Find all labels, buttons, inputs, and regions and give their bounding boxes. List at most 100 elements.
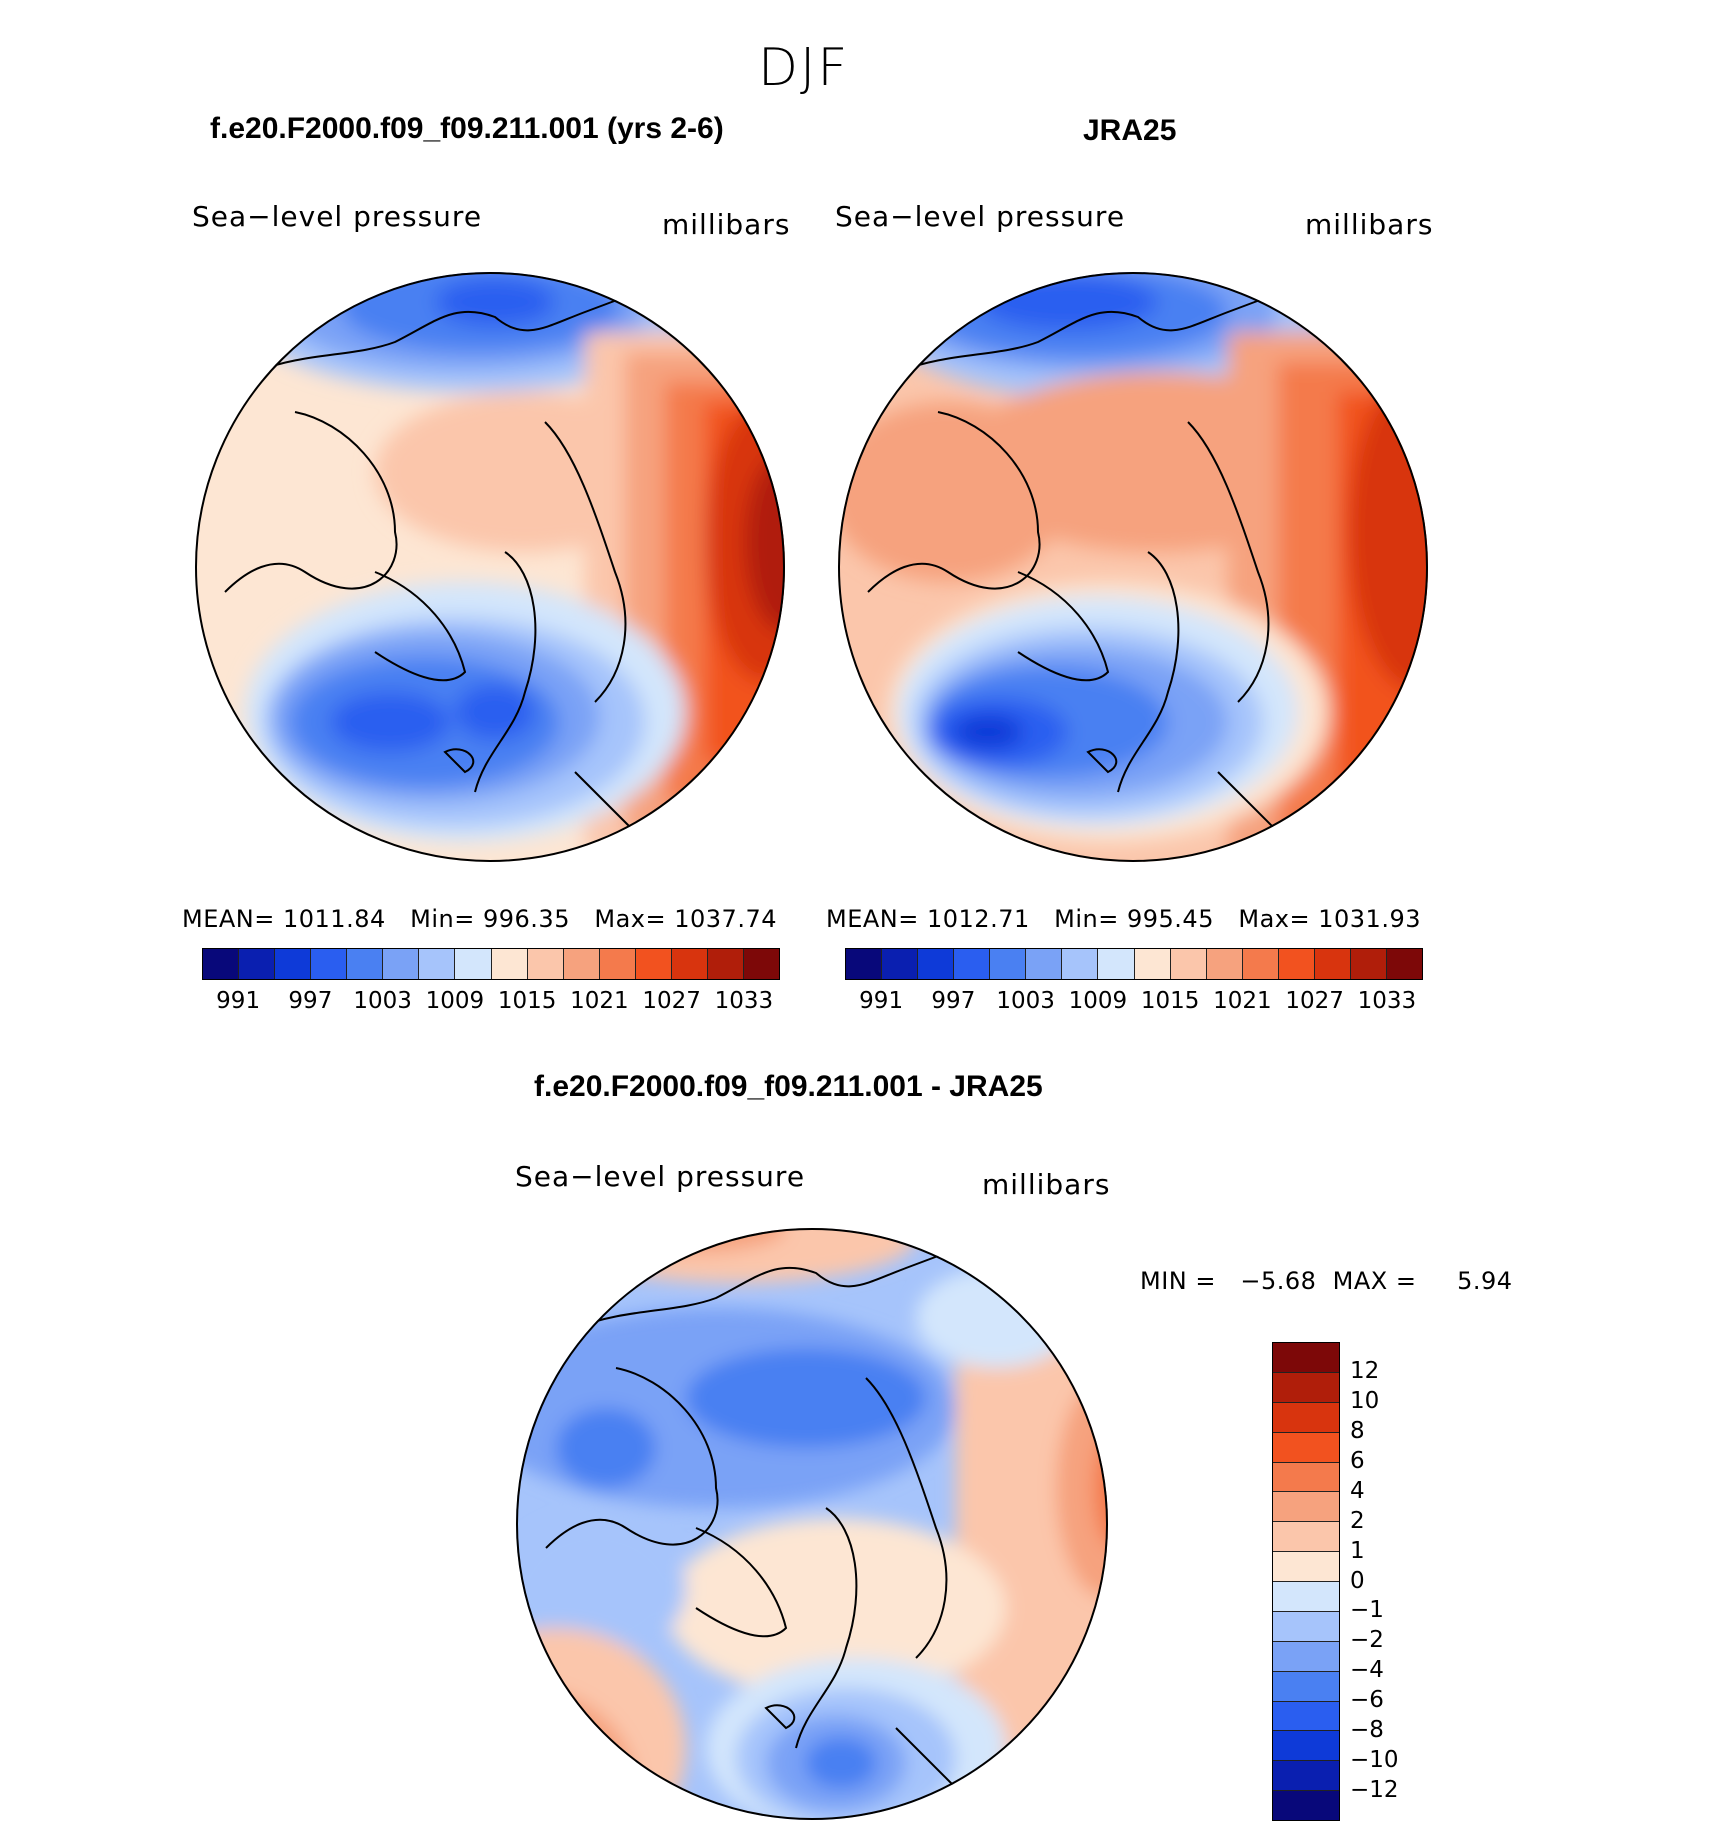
- colorbar-tick-label: 1009: [1068, 988, 1128, 1014]
- colorbar-swatch: [1278, 949, 1315, 979]
- diff-panel-title: f.e20.F2000.f09_f09.211.001 - JRA25: [534, 1070, 1043, 1103]
- left-mean-label: MEAN=: [182, 905, 275, 933]
- colorbar-swatch: [1314, 949, 1351, 979]
- colorbar-swatch: [1134, 949, 1171, 979]
- left-mean-value: 1011.84: [283, 905, 386, 933]
- diff-colorbar: [1272, 1342, 1340, 1821]
- left-variable-label: Sea−level pressure: [192, 200, 483, 233]
- colorbar-swatch: [1273, 1343, 1339, 1373]
- colorbar-tick-label: 1021: [570, 988, 629, 1014]
- right-mean-value: 1012.71: [927, 905, 1030, 933]
- colorbar-swatch: [1273, 1641, 1339, 1672]
- right-max-value: 1031.93: [1318, 905, 1421, 933]
- colorbar-tick-label: 1027: [642, 988, 701, 1014]
- diff-units-label: millibars: [982, 1168, 1111, 1201]
- right-min-label: Min=: [1054, 905, 1119, 933]
- colorbar-swatch: [954, 949, 991, 979]
- left-max-label: Max=: [594, 905, 667, 933]
- figure-title: DJF: [758, 38, 850, 98]
- colorbar-swatch: [599, 949, 636, 979]
- colorbar-tick-label: 10: [1350, 1387, 1380, 1414]
- right-min-value: 995.45: [1126, 905, 1214, 933]
- colorbar-swatch: [311, 949, 348, 979]
- colorbar-swatch: [455, 949, 492, 979]
- right-mean-label: MEAN=: [826, 905, 919, 933]
- colorbar-tick-label: 1021: [1213, 988, 1272, 1014]
- colorbar-swatch: [239, 949, 276, 979]
- right-panel-title: JRA25: [1083, 114, 1177, 147]
- left-colorbar: [202, 948, 780, 980]
- colorbar-swatch: [1242, 949, 1279, 979]
- left-min-value: 996.35: [482, 905, 570, 933]
- colorbar-swatch: [846, 949, 883, 979]
- colorbar-tick-label: −6: [1350, 1687, 1384, 1714]
- left-map: [195, 272, 785, 862]
- colorbar-swatch: [1273, 1462, 1339, 1493]
- colorbar-swatch: [563, 949, 600, 979]
- right-variable-label: Sea−level pressure: [835, 200, 1126, 233]
- colorbar-tick-label: 1009: [425, 988, 485, 1014]
- colorbar-tick-label: −4: [1350, 1657, 1384, 1684]
- right-colorbar-labels: 991 997 1003 1009 1015 1021 1027 1033: [845, 988, 1423, 1018]
- colorbar-swatch: [918, 949, 955, 979]
- colorbar-swatch: [1273, 1791, 1339, 1820]
- colorbar-swatch: [743, 949, 779, 979]
- colorbar-tick-label: 1003: [996, 988, 1055, 1014]
- colorbar-tick-label: 8: [1350, 1417, 1365, 1444]
- left-units-label: millibars: [662, 208, 791, 241]
- colorbar-swatch: [1273, 1432, 1339, 1463]
- right-colorbar: [845, 948, 1423, 980]
- diff-map: [516, 1228, 1108, 1820]
- colorbar-swatch: [1273, 1402, 1339, 1433]
- colorbar-swatch: [990, 949, 1027, 979]
- right-stats: MEAN= 1012.71 Min= 995.45 Max= 1031.93: [826, 905, 1421, 933]
- colorbar-swatch: [1098, 949, 1135, 979]
- diff-minmax: MIN = −5.68 MAX = 5.94: [1140, 1267, 1513, 1295]
- colorbar-swatch: [203, 949, 240, 979]
- left-stats: MEAN= 1011.84 Min= 996.35 Max= 1037.74: [182, 905, 777, 933]
- colorbar-swatch: [1273, 1671, 1339, 1702]
- left-panel-title: f.e20.F2000.f09_f09.211.001 (yrs 2-6): [210, 112, 724, 145]
- colorbar-tick-label: 1: [1350, 1537, 1365, 1564]
- colorbar-tick-label: 1015: [497, 988, 557, 1014]
- colorbar-swatch: [1026, 949, 1063, 979]
- colorbar-tick-label: −8: [1350, 1717, 1384, 1744]
- colorbar-tick-label: 997: [288, 988, 333, 1014]
- diff-variable-label: Sea−level pressure: [515, 1160, 806, 1193]
- colorbar-swatch: [491, 949, 528, 979]
- colorbar-swatch: [1273, 1611, 1339, 1642]
- colorbar-tick-label: 1033: [714, 988, 774, 1014]
- colorbar-swatch: [1273, 1582, 1339, 1612]
- colorbar-swatch: [1273, 1761, 1339, 1792]
- colorbar-tick-label: 1015: [1140, 988, 1200, 1014]
- colorbar-tick-label: 1033: [1357, 988, 1417, 1014]
- colorbar-tick-label: 2: [1350, 1507, 1365, 1534]
- colorbar-swatch: [1062, 949, 1099, 979]
- colorbar-swatch: [383, 949, 420, 979]
- colorbar-swatch: [275, 949, 312, 979]
- colorbar-tick-label: 1003: [353, 988, 412, 1014]
- colorbar-tick-label: −2: [1350, 1627, 1384, 1654]
- right-max-label: Max=: [1238, 905, 1311, 933]
- colorbar-tick-label: 12: [1350, 1357, 1380, 1384]
- colorbar-swatch: [419, 949, 456, 979]
- colorbar-swatch: [671, 949, 708, 979]
- colorbar-swatch: [347, 949, 384, 979]
- colorbar-swatch: [1350, 949, 1387, 979]
- colorbar-swatch: [1273, 1522, 1339, 1553]
- colorbar-swatch: [1273, 1731, 1339, 1762]
- colorbar-tick-label: 4: [1350, 1477, 1365, 1504]
- left-max-value: 1037.74: [674, 905, 777, 933]
- colorbar-tick-label: 991: [216, 988, 261, 1014]
- colorbar-swatch: [1206, 949, 1243, 979]
- colorbar-swatch: [1273, 1701, 1339, 1732]
- colorbar-tick-label: 6: [1350, 1447, 1365, 1474]
- right-map: [838, 272, 1428, 862]
- left-min-label: Min=: [410, 905, 475, 933]
- left-colorbar-labels: 991 997 1003 1009 1015 1021 1027 1033: [202, 988, 780, 1018]
- colorbar-swatch: [527, 949, 564, 979]
- colorbar-tick-label: 0: [1350, 1567, 1365, 1594]
- colorbar-swatch: [1273, 1372, 1339, 1403]
- colorbar-tick-label: 1027: [1285, 988, 1344, 1014]
- colorbar-swatch: [707, 949, 744, 979]
